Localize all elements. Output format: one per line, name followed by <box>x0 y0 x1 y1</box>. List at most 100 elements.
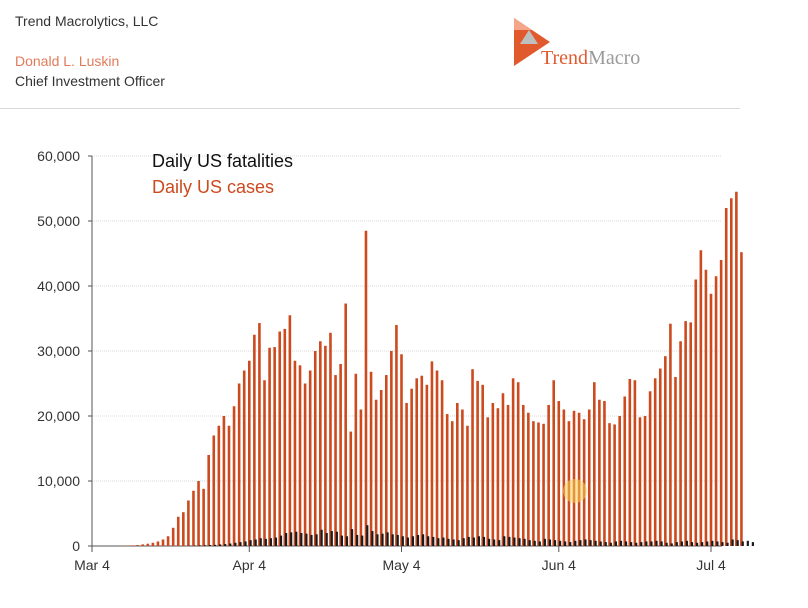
cases-bar <box>440 380 444 546</box>
cases-bar <box>273 347 276 546</box>
legend-cases: Daily US cases <box>152 177 275 197</box>
report-header: Trend Macrolytics, LLC Donald L. Luskin … <box>0 0 740 109</box>
fatalities-bar <box>325 533 328 546</box>
fatalities-bar <box>548 539 552 546</box>
fatalities-bar <box>416 534 420 546</box>
fatalities-bar <box>498 540 501 546</box>
cases-bar <box>466 425 469 546</box>
cases-bar <box>562 409 566 546</box>
fatalities-bar <box>482 536 486 546</box>
cases-bar <box>232 406 236 546</box>
fatalities-bar <box>376 534 379 546</box>
cases-bar <box>182 512 185 546</box>
cases-bar <box>247 360 251 546</box>
cases-bar <box>268 347 271 546</box>
fatalities-bar <box>386 532 389 546</box>
cases-bar <box>658 368 662 546</box>
fatalities-bar <box>695 542 699 546</box>
cases-bar <box>435 370 439 546</box>
cases-bar <box>653 378 657 546</box>
fatalities-bar <box>619 540 623 546</box>
cases-bar <box>521 404 525 546</box>
cases-bar <box>729 198 733 546</box>
fatalities-bar <box>558 540 562 546</box>
fatalities-bar <box>584 539 587 546</box>
fatalities-bar <box>274 537 278 546</box>
cases-bar <box>242 370 246 546</box>
cases-bar <box>263 380 266 546</box>
cases-bar <box>719 260 723 546</box>
fatalities-bar <box>670 543 673 546</box>
fatalities-bar <box>427 536 430 546</box>
cases-bar <box>166 536 170 546</box>
cases-bar <box>349 431 353 546</box>
fatalities-bar <box>487 538 491 546</box>
cases-bar <box>709 293 713 546</box>
cases-bar <box>516 382 520 546</box>
cases-bar <box>628 378 632 546</box>
fatalities-bar <box>305 533 308 546</box>
fatalities-bar <box>340 535 344 546</box>
fatalities-bar <box>614 541 617 546</box>
cases-bar <box>202 488 205 546</box>
cases-bar <box>669 323 672 546</box>
fatalities-bar <box>300 533 303 546</box>
cases-bar <box>126 545 129 546</box>
y-tick-label: 50,000 <box>37 213 80 229</box>
cases-bar <box>187 500 190 546</box>
author-name: Donald L. Luskin <box>15 53 120 69</box>
x-tick-label: Jun 4 <box>542 557 576 573</box>
fatalities-bar <box>396 534 399 546</box>
cases-bar <box>400 354 403 546</box>
fatalities-bar <box>335 531 338 546</box>
cases-bar <box>131 545 134 546</box>
fatalities-bar <box>655 540 658 546</box>
fatalities-bar <box>421 534 425 546</box>
cases-bar <box>735 191 738 546</box>
fatalities-bar <box>361 535 364 546</box>
x-tick-label: Mar 4 <box>74 557 110 573</box>
cases-bar <box>237 383 241 546</box>
cases-bar <box>613 424 616 546</box>
fatalities-bar <box>366 525 369 546</box>
cases-bar <box>623 396 627 546</box>
fatalities-bar <box>350 529 354 546</box>
fatalities-bar <box>609 542 612 546</box>
fatalities-bar <box>477 536 481 546</box>
cases-bar <box>608 423 611 546</box>
fatalities-bar <box>569 542 572 546</box>
cases-bar <box>430 361 434 546</box>
fatalities-bar <box>579 540 582 546</box>
fatalities-bar <box>198 545 201 546</box>
fatalities-bar <box>259 538 262 546</box>
cases-bar <box>496 408 500 546</box>
cases-bar <box>176 516 180 546</box>
fatalities-bar <box>503 536 506 546</box>
fatalities-bar <box>680 541 683 546</box>
fatalities-bar <box>711 540 714 546</box>
fatalities-bar <box>320 529 323 546</box>
cases-bar <box>425 384 429 546</box>
fatalities-bar <box>624 541 628 546</box>
fatalities-bar <box>401 536 404 546</box>
cases-bar <box>212 435 216 546</box>
fatalities-bar <box>589 540 592 546</box>
logo-wordmark: TrendMacro <box>541 47 640 70</box>
fatalities-bar <box>543 538 546 546</box>
fatalities-bar <box>640 542 643 546</box>
cases-bar <box>704 269 708 546</box>
cases-bar <box>740 252 743 546</box>
cases-bar <box>471 369 474 546</box>
cases-bar <box>603 401 606 546</box>
cases-bar <box>618 416 621 546</box>
fatalities-bar <box>295 531 298 546</box>
fatalities-bar <box>472 537 475 546</box>
fatalities-bar <box>345 536 349 546</box>
logo-word-macro: Macro <box>588 47 641 69</box>
y-tick-label: 30,000 <box>37 343 80 359</box>
cases-bar <box>537 422 540 546</box>
y-tick-label: 10,000 <box>37 473 80 489</box>
cases-bar <box>217 425 221 546</box>
cases-bar <box>593 382 596 546</box>
cases-bar <box>222 416 226 546</box>
